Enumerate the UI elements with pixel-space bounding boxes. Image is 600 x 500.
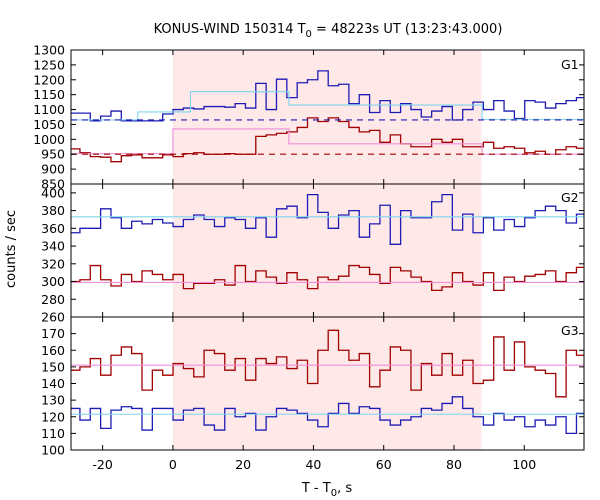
panel-g1-series [71, 70, 584, 163]
y-tick-label-g3-0: 100 [41, 443, 65, 458]
x-tick-label-0: -20 [92, 457, 112, 472]
y-tick-label-g3-7: 170 [41, 326, 65, 341]
chart-title-rest: = 48223s UT (13:23:43.000) [312, 22, 502, 37]
panel-g1-series-3-background-fit [71, 128, 584, 155]
y-tick-label-g1-2: 950 [41, 147, 65, 162]
panel-label-g1: G1 [561, 57, 579, 72]
y-tick-label-g2-5: 360 [41, 221, 65, 236]
chart-title: KONUS-WIND 150314 T0 = 48223s UT (13:23:… [154, 22, 503, 40]
y-tick-label-g1-8: 1250 [33, 57, 65, 72]
y-tick-label-g3-5: 150 [41, 359, 65, 374]
panel-label-g3: G3 [561, 323, 579, 338]
chart-title-subscript: 0 [306, 29, 312, 40]
x-axis-label-rest: , s [337, 481, 352, 496]
x-tick-label-2: 20 [235, 457, 251, 472]
y-tick-label-g1-0: 850 [41, 177, 65, 192]
x-tick-label-5: 80 [446, 457, 462, 472]
panel-g1-series-0-histogram [71, 70, 584, 122]
y-tick-label-g1-4: 1050 [33, 117, 65, 132]
y-tick-label-g3-1: 110 [41, 426, 65, 441]
y-tick-label-g1-3: 1000 [33, 132, 65, 147]
y-tick-label-g2-2: 300 [41, 274, 65, 289]
y-tick-label-g2-3: 320 [41, 256, 65, 271]
x-tick-label-6: 100 [512, 457, 536, 472]
panel-label-g2: G2 [561, 190, 579, 205]
y-tick-label-g2-4: 340 [41, 239, 65, 254]
panel-g3-series-1-histogram [71, 329, 584, 398]
y-tick-label-g2-7: 400 [41, 185, 65, 200]
y-tick-label-g1-5: 1100 [33, 102, 65, 117]
panel-g3-series [71, 329, 584, 435]
x-axis-label-subscript: 0 [331, 488, 337, 499]
y-tick-label-g1-6: 1150 [33, 87, 65, 102]
y-tick-label-g3-6: 160 [41, 343, 65, 358]
x-tick-label-4: 60 [376, 457, 392, 472]
y-tick-label-g3-4: 140 [41, 376, 65, 391]
highlight-interval-layer [172, 50, 482, 450]
panel-g1-series-2-background-fit [71, 91, 584, 121]
highlight-interval [172, 50, 482, 450]
tick-layer: 8509009501000105011001150120012501300260… [33, 43, 584, 472]
y-tick-label-g2-6: 380 [41, 203, 65, 218]
y-tick-label-g1-9: 1300 [33, 43, 65, 58]
x-tick-label-1: 0 [169, 457, 177, 472]
series-layer [71, 70, 584, 435]
y-tick-label-g2-0: 260 [41, 310, 65, 325]
panel-g2-series-1-histogram [71, 264, 584, 292]
y-tick-label-g1-1: 900 [41, 162, 65, 177]
y-tick-label-g3-3: 130 [41, 393, 65, 408]
panel-g1-series-1-histogram [71, 117, 584, 163]
panel-g3-series-0-histogram [71, 396, 584, 435]
y-tick-label-g2-1: 280 [41, 292, 65, 307]
y-tick-label-g3-2: 120 [41, 409, 65, 424]
x-tick-label-3: 40 [305, 457, 321, 472]
panel-g2-series [71, 193, 584, 292]
y-axis-label: counts / sec [4, 210, 19, 288]
y-tick-label-g1-7: 1200 [33, 72, 65, 87]
x-axis-label: T - T0, s [301, 481, 352, 499]
